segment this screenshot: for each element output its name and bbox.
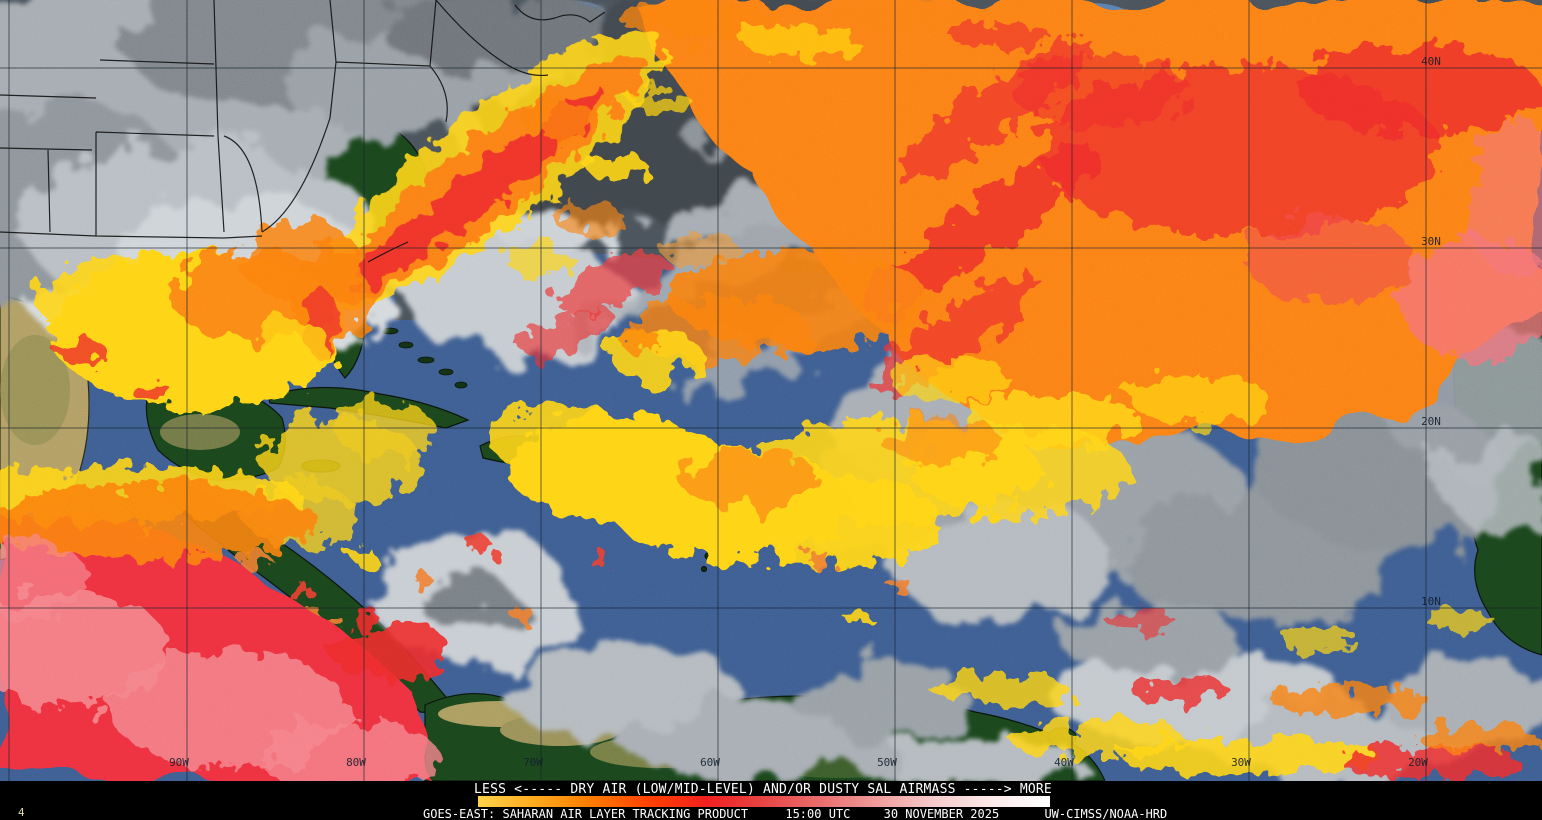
lat-label-30N: 30N [1421,235,1441,248]
satellite-map-canvas: 90W 80W 70W 60W 50W 40W 30W 20W 40N 30N 20N 10N [0,0,1542,781]
product-title: GOES-EAST: SAHARAN AIR LAYER TRACKING PR… [423,807,749,820]
lon-label-70W: 70W [523,756,543,769]
lon-label-50W: 50W [877,756,897,769]
product-date: 30 NOVEMBER 2025 [883,807,1000,820]
lon-label-30W: 30W [1231,756,1251,769]
lat-label-10N: 10N [1421,595,1441,608]
product-info-line: GOES-EAST: SAHARAN AIR LAYER TRACKING PR… [423,807,1167,820]
lon-label-40W: 40W [1054,756,1074,769]
noise-overlay [0,0,1542,781]
satellite-map: 90W 80W 70W 60W 50W 40W 30W 20W 40N 30N 20N 10N [0,0,1542,781]
lon-label-90W: 90W [169,756,189,769]
lat-label-20N: 20N [1421,415,1441,428]
frame-number: 4 [18,806,25,819]
lon-label-60W: 60W [700,756,720,769]
latlon-grid: 90W 80W 70W 60W 50W 40W 30W 20W 40N 30N 20N 10N [0,0,1542,781]
lon-label-20W: 20W [1408,756,1428,769]
colorbar-gradient [478,796,1050,807]
lon-label-80W: 80W [346,756,366,769]
colorbar-caption: LESS <----- DRY AIR (LOW/MID-LEVEL) AND/… [474,782,1052,797]
product-time: 15:00 UTC [785,807,851,820]
lat-label-40N: 40N [1421,55,1441,68]
caption-bar: LESS <----- DRY AIR (LOW/MID-LEVEL) AND/… [0,781,1542,820]
product-credit: UW-CIMSS/NOAA-HRD [1044,807,1168,820]
